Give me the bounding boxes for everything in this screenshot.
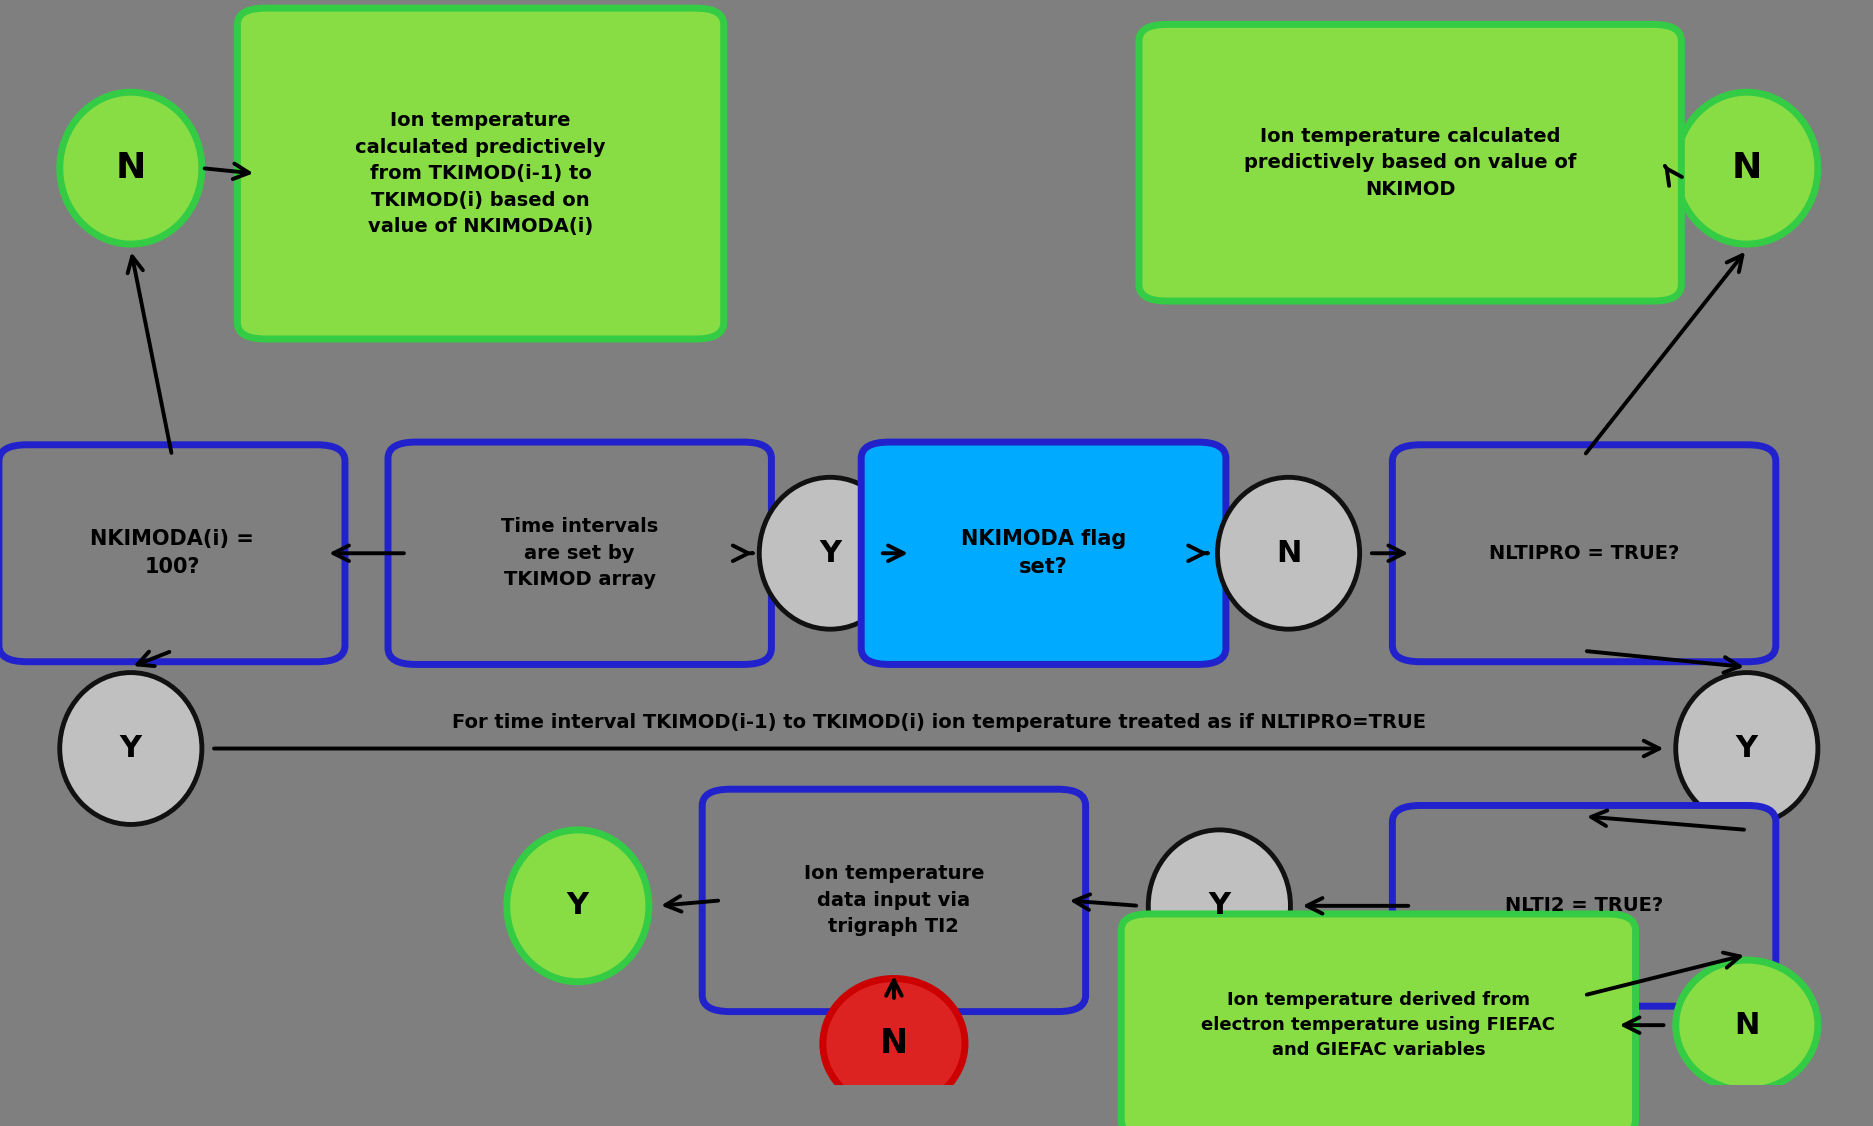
Text: Ion temperature derived from
electron temperature using FIEFAC
and GIEFAC variab: Ion temperature derived from electron te… [1201, 991, 1555, 1060]
FancyBboxPatch shape [0, 445, 345, 662]
Text: NLTI2 = TRUE?: NLTI2 = TRUE? [1504, 896, 1663, 915]
FancyBboxPatch shape [1139, 25, 1680, 301]
Text: For time interval TKIMOD(i-1) to TKIMOD(i) ion temperature treated as if NLTIPRO: For time interval TKIMOD(i-1) to TKIMOD(… [451, 713, 1425, 732]
Text: N: N [1733, 1011, 1759, 1039]
Text: Ion temperature
data input via
trigraph TI2: Ion temperature data input via trigraph … [804, 865, 983, 937]
Text: Ion temperature
calculated predictively
from TKIMOD(i-1) to
TKIMOD(i) based on
v: Ion temperature calculated predictively … [356, 111, 605, 236]
FancyBboxPatch shape [1120, 914, 1635, 1126]
Ellipse shape [1148, 830, 1290, 982]
FancyBboxPatch shape [862, 443, 1225, 664]
Text: N: N [1731, 151, 1761, 185]
Ellipse shape [1674, 672, 1817, 824]
Ellipse shape [1674, 92, 1817, 244]
Ellipse shape [1217, 477, 1360, 629]
Text: N: N [880, 1027, 908, 1060]
Text: Ion temperature calculated
predictively based on value of
NKIMOD: Ion temperature calculated predictively … [1244, 127, 1575, 198]
Text: N: N [1276, 538, 1300, 568]
Text: NLTIPRO = TRUE?: NLTIPRO = TRUE? [1489, 544, 1678, 563]
Text: Y: Y [819, 538, 841, 568]
FancyBboxPatch shape [1392, 805, 1776, 1007]
Ellipse shape [822, 978, 965, 1109]
FancyBboxPatch shape [1392, 445, 1776, 662]
Text: Y: Y [566, 892, 588, 920]
Text: Y: Y [120, 734, 142, 763]
Ellipse shape [1674, 960, 1817, 1090]
Text: Y: Y [1208, 892, 1231, 920]
Text: Y: Y [1734, 734, 1757, 763]
Ellipse shape [506, 830, 648, 982]
Text: NKIMODA flag
set?: NKIMODA flag set? [961, 529, 1126, 578]
Ellipse shape [759, 477, 901, 629]
Text: Time intervals
are set by
TKIMOD array: Time intervals are set by TKIMOD array [500, 517, 657, 589]
Ellipse shape [60, 672, 202, 824]
FancyBboxPatch shape [238, 8, 723, 339]
Ellipse shape [60, 92, 202, 244]
Text: NKIMODA(i) =
100?: NKIMODA(i) = 100? [90, 529, 253, 578]
FancyBboxPatch shape [388, 443, 772, 664]
FancyBboxPatch shape [702, 789, 1084, 1011]
Text: N: N [116, 151, 146, 185]
